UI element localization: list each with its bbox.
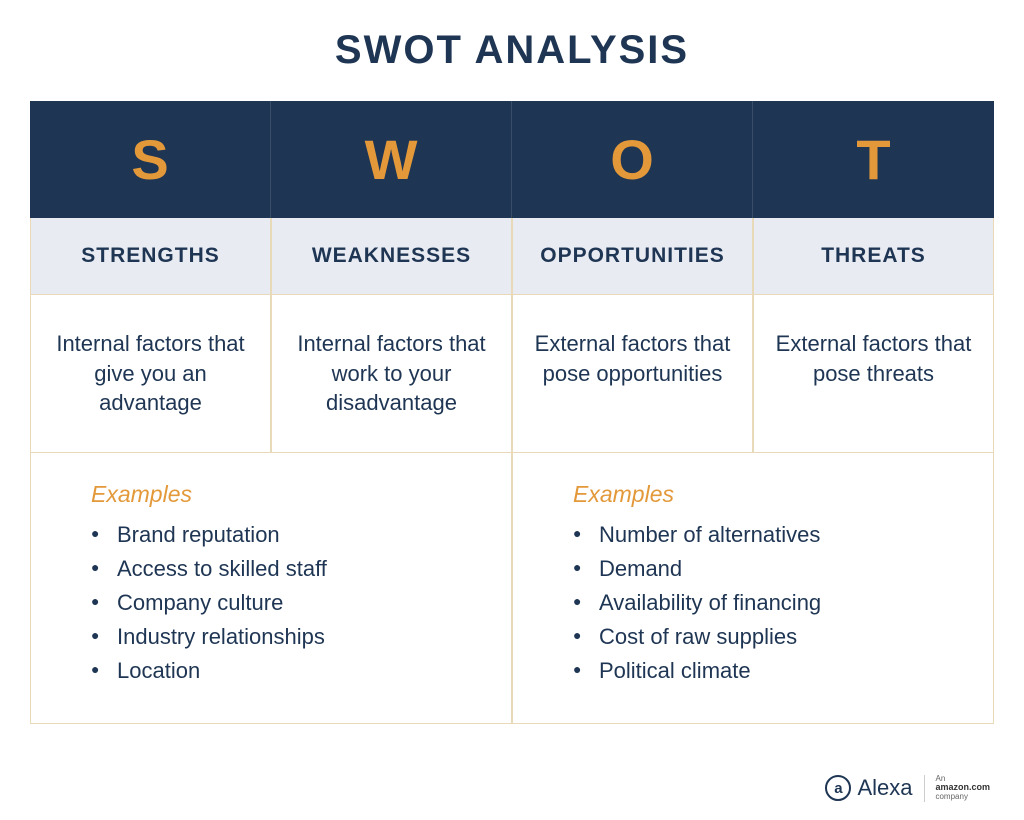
letter-s: S [30, 101, 271, 218]
list-item: Company culture [91, 586, 491, 620]
label-strengths: STRENGTHS [30, 218, 271, 295]
letter-o: O [512, 101, 753, 218]
letter-t: T [753, 101, 994, 218]
list-item: Number of alternatives [573, 518, 973, 552]
swot-label-row: STRENGTHS WEAKNESSES OPPORTUNITIES THREA… [30, 218, 994, 295]
examples-external: Examples Number of alternatives Demand A… [512, 453, 994, 723]
list-item: Location [91, 654, 491, 688]
label-opportunities: OPPORTUNITIES [512, 218, 753, 295]
list-item: Brand reputation [91, 518, 491, 552]
desc-strengths: Internal factors that give you an advant… [30, 295, 271, 453]
amazon-sub-line3: company [935, 793, 990, 802]
examples-heading-left: Examples [91, 481, 491, 508]
list-item: Political climate [573, 654, 973, 688]
desc-weaknesses: Internal factors that work to your disad… [271, 295, 512, 453]
letter-w: W [271, 101, 512, 218]
desc-threats: External factors that pose threats [753, 295, 994, 453]
footer-logo-area: a Alexa An amazon.com company [825, 775, 990, 802]
list-item: Availability of financing [573, 586, 973, 620]
list-item: Industry relationships [91, 620, 491, 654]
swot-header-row: S W O T [30, 101, 994, 218]
amazon-subtext: An amazon.com company [924, 775, 990, 802]
alexa-brand-text: Alexa [857, 775, 912, 801]
desc-opportunities: External factors that pose opportunities [512, 295, 753, 453]
label-weaknesses: WEAKNESSES [271, 218, 512, 295]
list-item: Access to skilled staff [91, 552, 491, 586]
alexa-icon: a [825, 775, 851, 801]
examples-internal: Examples Brand reputation Access to skil… [30, 453, 512, 723]
alexa-logo: a Alexa [825, 775, 912, 801]
list-item: Cost of raw supplies [573, 620, 973, 654]
examples-list-left: Brand reputation Access to skilled staff… [91, 518, 491, 688]
examples-heading-right: Examples [573, 481, 973, 508]
swot-examples-row: Examples Brand reputation Access to skil… [30, 453, 994, 723]
swot-description-row: Internal factors that give you an advant… [30, 295, 994, 453]
examples-list-right: Number of alternatives Demand Availabili… [573, 518, 973, 688]
label-threats: THREATS [753, 218, 994, 295]
page-title: SWOT ANALYSIS [30, 28, 994, 73]
list-item: Demand [573, 552, 973, 586]
